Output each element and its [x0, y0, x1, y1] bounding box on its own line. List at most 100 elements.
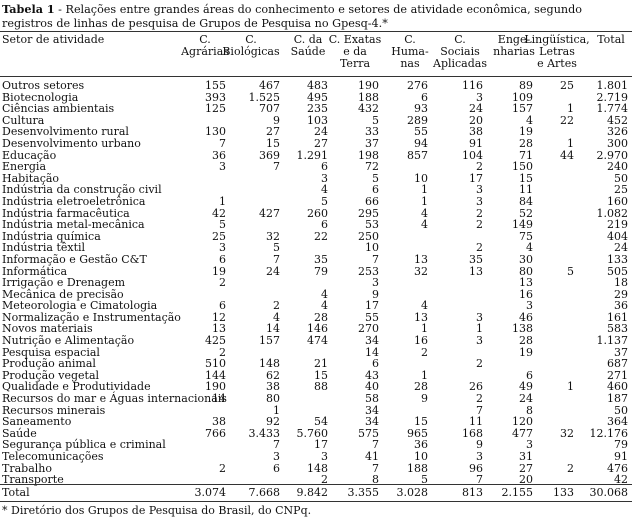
cell-value: 149 [512, 218, 533, 232]
table-row: Informação e Gestão C&T 6 7 35 7 13 35 30 133 [0, 254, 632, 266]
cell-value: 1 [421, 322, 428, 336]
cell-value: 38 [469, 125, 483, 139]
cell-value: 49 [519, 380, 533, 394]
row-label: Meteorologia e Cimatologia [2, 299, 158, 313]
cell-value: 15 [266, 136, 280, 150]
cell-value: 55 [414, 125, 428, 139]
cell-value: 168 [462, 426, 483, 440]
cell-value: 36 [614, 299, 628, 313]
cell-value: 37 [614, 345, 628, 359]
cell-value: 687 [607, 357, 628, 371]
header-col-8: Total [576, 34, 632, 46]
top-rule [0, 31, 632, 32]
cell-value: 17 [469, 171, 483, 185]
cell-value: 2 [219, 276, 226, 290]
cell-value: 17 [314, 438, 328, 452]
cell-value: 6 [526, 368, 533, 382]
cell-value: 28 [314, 310, 328, 324]
cell-value: 364 [607, 415, 628, 429]
header-rule [0, 76, 632, 77]
cell-value: 6 [219, 299, 226, 313]
cell-value: 253 [358, 264, 379, 278]
table-row: Indústria química 25 32 22 250 75 404 [0, 231, 632, 243]
cell-value: 188 [358, 90, 379, 104]
cell-value: 467 [259, 79, 280, 92]
cell-value: 271 [607, 368, 628, 382]
cell-value: 14 [212, 392, 226, 406]
cell-value: 24 [469, 102, 483, 116]
row-label: Biotecnologia [2, 90, 79, 104]
cell-value: 7 [273, 438, 280, 452]
cell-value: 4 [273, 310, 280, 324]
cell-value: 2 [421, 345, 428, 359]
header-col-line: Biológicas [222, 45, 280, 58]
cell-value: 22 [560, 113, 574, 127]
row-label: Saúde [2, 426, 37, 440]
cell-value: 21 [314, 357, 328, 371]
cell-value: 3.074 [194, 486, 227, 499]
row-label: Telecomunicações [2, 450, 104, 463]
cell-value: 1 [219, 194, 226, 208]
cell-value: 7 [372, 252, 379, 266]
header-col-5: C. Sociais Aplicadas [425, 34, 495, 70]
cell-value: 1.082 [596, 206, 629, 220]
cell-value: 8 [372, 473, 379, 487]
cell-value: 42 [212, 206, 226, 220]
cell-value: 2 [219, 461, 226, 475]
row-label: Pesquisa espacial [2, 345, 100, 359]
table-row: Habitação 3 5 10 17 15 50 [0, 173, 632, 185]
cell-value: 42 [614, 473, 628, 487]
cell-value: 34 [365, 334, 379, 348]
cell-value: 94 [414, 136, 428, 150]
table-row: Informática 19 24 79 253 32 13 80 5 505 [0, 264, 632, 278]
cell-value: 2.719 [596, 90, 629, 104]
cell-value: 27 [519, 461, 533, 475]
cell-value: 34 [365, 415, 379, 429]
header-col-line: C. [454, 33, 466, 46]
cell-value: 3.355 [347, 486, 380, 499]
cell-value: 103 [307, 113, 328, 127]
row-label: Produção vegetal [2, 368, 100, 382]
row-label: Recursos minerais [2, 403, 106, 417]
cell-value: 2 [321, 473, 328, 487]
row-label: Produção animal [2, 357, 96, 371]
cell-value: 71 [519, 148, 533, 162]
row-label: Indústria da construção civil [2, 183, 162, 197]
cell-value: 6 [321, 160, 328, 174]
total-row: Total 3.074 7.668 9.842 3.355 3.028 813 2.155 13… [0, 486, 632, 500]
cell-value: 79 [614, 438, 628, 452]
cell-value: 24 [314, 125, 328, 139]
cell-value: 219 [607, 218, 628, 232]
cell-value: 16 [414, 334, 428, 348]
table-row: Ciências ambientais 125 707 235 432 93 24 157 1 1… [0, 103, 632, 115]
cell-value: 9 [273, 113, 280, 127]
cell-value: 89 [519, 79, 533, 92]
cell-value: 7 [372, 461, 379, 475]
cell-value: 36 [414, 438, 428, 452]
cell-value: 13 [414, 252, 428, 266]
cell-value: 483 [307, 79, 328, 92]
row-label: Informação e Gestão C&T [2, 252, 147, 266]
cell-value: 17 [365, 299, 379, 313]
cell-value: 7 [476, 473, 483, 487]
header-col-2: C. da Saúde [273, 34, 343, 58]
cell-value: 474 [307, 334, 328, 348]
cell-value: 148 [259, 357, 280, 371]
cell-value: 707 [259, 102, 280, 116]
cell-value: 1 [476, 322, 483, 336]
table-row: Saneamento 38 92 54 34 15 11 120 364 [0, 416, 632, 428]
cell-value: 28 [414, 380, 428, 394]
cell-value: 9 [372, 287, 379, 301]
cell-value: 157 [512, 102, 533, 116]
table-row: Biotecnologia 393 1.525 495 188 6 3 109 2.719 [0, 90, 632, 104]
cell-value: 138 [512, 322, 533, 336]
row-label: Mecânica de precisão [2, 287, 124, 301]
cell-value: 4 [421, 206, 428, 220]
cell-value: 3 [321, 450, 328, 463]
cell-value: 4 [421, 299, 428, 313]
cell-value: 3.028 [396, 486, 429, 499]
cell-value: 20 [519, 473, 533, 487]
cell-value: 3 [476, 310, 483, 324]
cell-value: 19 [212, 264, 226, 278]
cell-value: 43 [365, 368, 379, 382]
